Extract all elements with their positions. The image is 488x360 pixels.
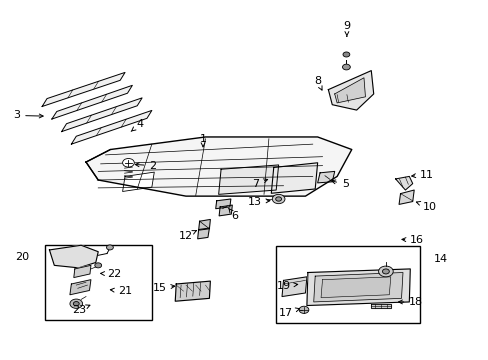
Polygon shape xyxy=(328,71,373,110)
Polygon shape xyxy=(52,85,132,119)
Polygon shape xyxy=(74,265,91,278)
Polygon shape xyxy=(49,245,98,268)
Polygon shape xyxy=(398,190,413,204)
Circle shape xyxy=(342,52,349,57)
Text: 11: 11 xyxy=(411,170,433,180)
Text: 8: 8 xyxy=(313,76,322,90)
Text: 21: 21 xyxy=(110,286,132,296)
Polygon shape xyxy=(197,228,209,239)
Text: 16: 16 xyxy=(401,235,424,245)
Text: 4: 4 xyxy=(131,120,143,131)
Text: 13: 13 xyxy=(247,197,269,207)
Polygon shape xyxy=(219,205,232,216)
Text: 1: 1 xyxy=(199,134,206,147)
Circle shape xyxy=(275,197,281,201)
Polygon shape xyxy=(198,220,210,230)
Text: 7: 7 xyxy=(251,179,267,189)
Polygon shape xyxy=(61,98,142,132)
FancyBboxPatch shape xyxy=(44,244,152,320)
Polygon shape xyxy=(71,111,152,144)
Circle shape xyxy=(106,245,113,250)
Polygon shape xyxy=(282,277,306,297)
Text: 9: 9 xyxy=(343,21,350,36)
FancyBboxPatch shape xyxy=(276,246,419,323)
Polygon shape xyxy=(42,72,125,107)
Polygon shape xyxy=(317,171,334,183)
Polygon shape xyxy=(86,137,351,196)
Text: 6: 6 xyxy=(228,208,238,221)
Polygon shape xyxy=(175,281,210,301)
Polygon shape xyxy=(122,172,154,192)
Polygon shape xyxy=(306,269,409,306)
Text: 3: 3 xyxy=(13,111,43,121)
Circle shape xyxy=(272,194,285,204)
Text: 5: 5 xyxy=(331,179,348,189)
Polygon shape xyxy=(313,273,402,302)
Circle shape xyxy=(73,302,79,306)
Text: 12: 12 xyxy=(179,231,196,240)
Text: 15: 15 xyxy=(152,283,175,293)
Polygon shape xyxy=(321,277,390,298)
Circle shape xyxy=(70,299,82,309)
Text: 22: 22 xyxy=(101,269,121,279)
Text: 17: 17 xyxy=(279,308,299,318)
Polygon shape xyxy=(271,163,317,193)
Circle shape xyxy=(122,158,134,167)
Text: 19: 19 xyxy=(276,281,297,291)
Text: 20: 20 xyxy=(15,252,29,262)
Text: 23: 23 xyxy=(72,305,90,315)
Circle shape xyxy=(95,263,102,268)
Text: 2: 2 xyxy=(135,161,156,171)
Circle shape xyxy=(382,269,388,274)
Circle shape xyxy=(378,266,392,277)
Polygon shape xyxy=(334,78,365,103)
Text: 10: 10 xyxy=(415,202,436,212)
Polygon shape xyxy=(395,176,412,190)
Text: 18: 18 xyxy=(398,297,423,307)
Polygon shape xyxy=(370,304,390,309)
Polygon shape xyxy=(218,165,278,194)
Circle shape xyxy=(299,306,308,314)
Polygon shape xyxy=(215,199,230,209)
Text: 14: 14 xyxy=(433,254,447,264)
Circle shape xyxy=(342,64,349,70)
Polygon shape xyxy=(70,280,91,295)
